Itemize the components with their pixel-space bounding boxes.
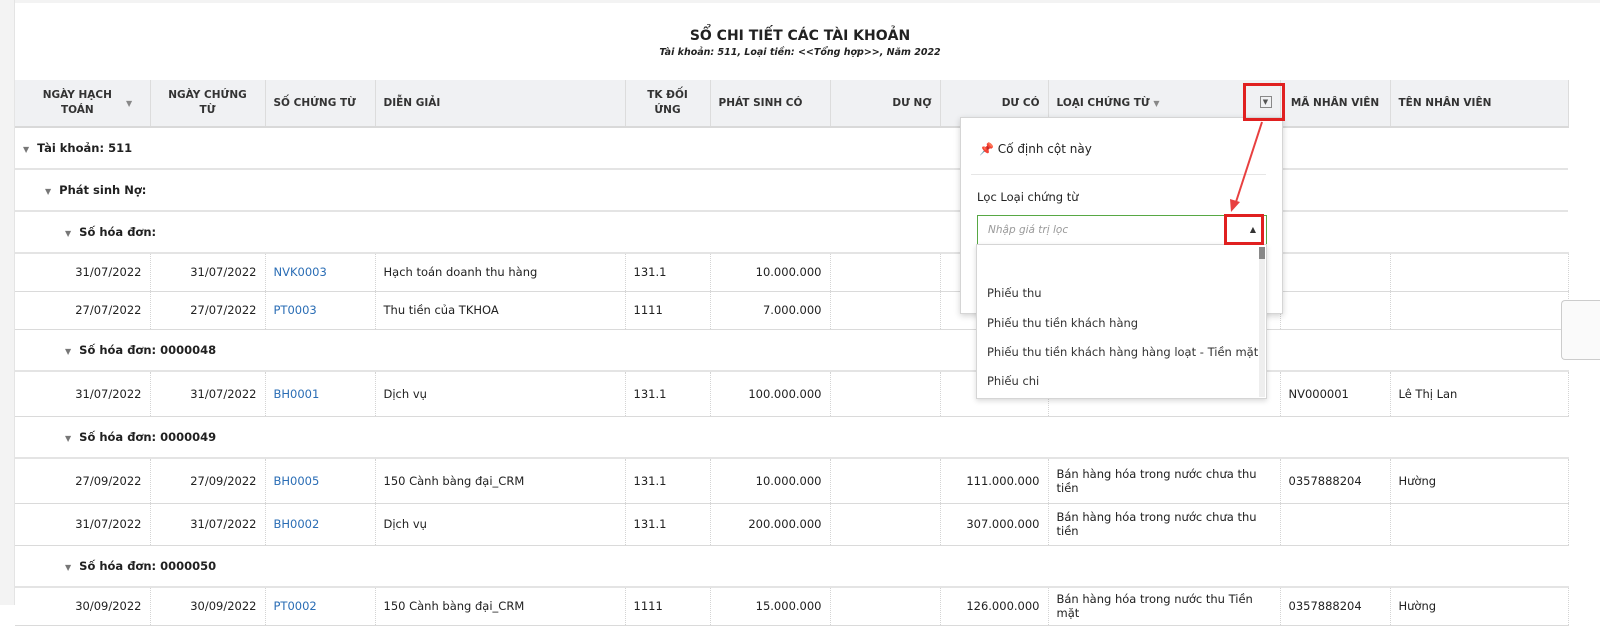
sort-icon[interactable]: ▼ bbox=[126, 99, 133, 108]
cell-so-ct[interactable]: PT0003 bbox=[265, 291, 376, 330]
cell-ngay-ct: 31/07/2022 bbox=[150, 371, 266, 417]
cell-du-no bbox=[830, 371, 941, 417]
cell-ma-nv bbox=[1280, 291, 1391, 330]
cell-ngay-ct: 31/07/2022 bbox=[150, 503, 266, 546]
cell-dien-giai: Dịch vụ bbox=[375, 371, 626, 417]
cell-so-ct[interactable]: NVK0003 bbox=[265, 253, 376, 292]
cell-loai: Bán hàng hóa trong nước chưa thu tiền bbox=[1048, 503, 1281, 546]
cell-du-no bbox=[830, 291, 941, 330]
cell-ngay-ct: 27/09/2022 bbox=[150, 458, 266, 504]
cell-tk: 131.1 bbox=[625, 253, 711, 292]
cell-du-no bbox=[830, 503, 941, 546]
option-phieu-thu-hang-loat[interactable]: Phiếu thu tiền khách hàng hàng loạt - Ti… bbox=[987, 345, 1259, 359]
cell-tk: 131.1 bbox=[625, 503, 711, 546]
cell-ngay-ht: 31/07/2022 bbox=[15, 503, 151, 546]
col-phat-sinh-co[interactable]: PHÁT SINH CÓ bbox=[710, 80, 831, 128]
group-row: ▼ Số hóa đơn: 0000050 bbox=[15, 545, 1568, 588]
cell-tk: 131.1 bbox=[625, 458, 711, 504]
cell-dien-giai: Thu tiền của TKHOA bbox=[375, 291, 626, 330]
cell-ten-nv bbox=[1390, 503, 1569, 546]
collapse-icon: ▼ bbox=[65, 433, 72, 443]
table-row: 31/07/2022 31/07/2022 BH0002 Dịch vụ 131.1 20… bbox=[15, 503, 1569, 546]
cell-ngay-ht: 27/07/2022 bbox=[15, 291, 151, 330]
cell-ten-nv bbox=[1390, 291, 1569, 330]
cell-so-ct[interactable]: BH0001 bbox=[265, 371, 376, 417]
col-ngay-chung-tu[interactable]: NGÀY CHỨNG TỪ bbox=[150, 80, 266, 128]
option-phieu-thu[interactable]: Phiếu thu bbox=[987, 286, 1042, 300]
col-du-no[interactable]: DƯ NỢ bbox=[830, 80, 941, 128]
cell-ma-nv bbox=[1280, 503, 1391, 546]
cell-ten-nv: Hường bbox=[1390, 458, 1569, 504]
cell-ngay-ht: 27/09/2022 bbox=[15, 458, 151, 504]
side-panel-tab[interactable] bbox=[1561, 300, 1600, 360]
cell-dien-giai: Dịch vụ bbox=[375, 503, 626, 546]
cell-loai: Bán hàng hóa trong nước chưa thu tiền bbox=[1048, 458, 1281, 504]
cell-ngay-ct: 27/07/2022 bbox=[150, 291, 266, 330]
filter-label: Lọc Loại chứng từ bbox=[977, 190, 1079, 204]
cell-ps-co: 10.000.000 bbox=[710, 253, 831, 292]
top-border bbox=[15, 0, 1600, 3]
collapse-icon: ▼ bbox=[23, 145, 30, 154]
cell-du-co: 111.000.000 bbox=[940, 458, 1049, 504]
cell-du-no bbox=[830, 253, 941, 292]
cell-ps-co: 200.000.000 bbox=[710, 503, 831, 546]
cell-ps-co: 7.000.000 bbox=[710, 291, 831, 330]
col-ma-nhan-vien[interactable]: MÃ NHÂN VIÊN bbox=[1280, 80, 1391, 128]
cell-dien-giai: Hạch toán doanh thu hàng bbox=[375, 253, 626, 292]
highlight-box-filter bbox=[1243, 83, 1285, 121]
cell-so-ct[interactable]: BH0002 bbox=[265, 503, 376, 546]
table-row: 27/07/2022 27/07/2022 PT0003 Thu tiền của T… bbox=[15, 291, 1569, 330]
cell-du-co: 307.000.000 bbox=[940, 503, 1049, 546]
sort-icon: ▼ bbox=[1153, 98, 1160, 108]
left-panel-edge bbox=[0, 0, 15, 605]
annotation-arrow bbox=[1230, 121, 1263, 212]
report-title: SỔ CHI TIẾT CÁC TÀI KHOẢN bbox=[689, 28, 911, 44]
col-tk-doi-ung[interactable]: TK ĐỐI ỨNG bbox=[625, 80, 711, 128]
collapse-icon: ▼ bbox=[65, 346, 72, 356]
column-filter-icon[interactable]: ▼ bbox=[1259, 95, 1272, 108]
cell-ps-co: 10.000.000 bbox=[710, 458, 831, 504]
col-ten-nhan-vien[interactable]: TÊN NHÂN VIÊN bbox=[1390, 80, 1569, 128]
cell-ps-co: 100.000.000 bbox=[710, 371, 831, 417]
pin-icon: 📌 bbox=[979, 142, 994, 156]
collapse-icon: ▼ bbox=[65, 229, 72, 238]
collapse-icon: ▼ bbox=[65, 562, 72, 572]
filter-options-list: Phiếu thu Phiếu thu tiền khách hàng Phiế… bbox=[976, 244, 1267, 399]
cell-ten-nv: Lê Thị Lan bbox=[1390, 371, 1569, 417]
cell-ngay-ht: 31/07/2022 bbox=[15, 371, 151, 417]
col-ngay-hach-toan[interactable]: NGÀY HẠCH TOÁN ▼ bbox=[15, 80, 151, 128]
cell-ma-nv bbox=[1280, 253, 1391, 292]
group-row: ▼ Số hóa đơn: 0000048 bbox=[15, 329, 1568, 372]
cell-dien-giai: 150 Cành bàng đại_CRM bbox=[375, 458, 626, 504]
pin-column-option[interactable]: 📌 Cố định cột này bbox=[979, 142, 1092, 156]
report-subtitle: Tài khoản: 511, Loại tiền: <<Tổng hợp>>,… bbox=[659, 47, 941, 58]
option-phieu-chi[interactable]: Phiếu chi bbox=[987, 374, 1040, 388]
cell-ma-nv: NV000001 bbox=[1280, 371, 1391, 417]
cell-ma-nv: 0357888204 bbox=[1280, 458, 1391, 504]
group-row: ▼ Số hóa đơn: 0000049 bbox=[15, 416, 1568, 459]
divider bbox=[971, 174, 1266, 175]
col-so-chung-tu[interactable]: SỐ CHỨNG TỪ bbox=[265, 80, 376, 128]
group-row: ▼ Tài khoản: 511 bbox=[15, 127, 1568, 170]
group-row: ▼ Số hóa đơn: bbox=[15, 211, 1568, 254]
option-phieu-thu-tien-kh[interactable]: Phiếu thu tiền khách hàng bbox=[987, 316, 1139, 330]
list-scrollbar[interactable] bbox=[1259, 247, 1265, 397]
dropdown-toggle-icon[interactable]: ▲ bbox=[1249, 225, 1256, 234]
cell-so-ct[interactable]: BH0005 bbox=[265, 458, 376, 504]
col-dien-giai[interactable]: DIỄN GIẢI bbox=[375, 80, 626, 128]
cell-tk: 1111 bbox=[625, 291, 711, 330]
cell-du-no bbox=[830, 458, 941, 504]
table-row: 27/09/2022 27/09/2022 BH0005 150 Cành bàng … bbox=[15, 458, 1569, 504]
cell-ten-nv bbox=[1390, 253, 1569, 292]
cell-tk: 131.1 bbox=[625, 371, 711, 417]
highlight-box-toggle bbox=[1224, 214, 1264, 245]
cell-ngay-ht: 31/07/2022 bbox=[15, 253, 151, 292]
cell-ngay-ct: 31/07/2022 bbox=[150, 253, 266, 292]
group-row: ▼ Phát sinh Nợ: bbox=[15, 169, 1568, 212]
collapse-icon: ▼ bbox=[45, 187, 52, 196]
table-row: 31/07/2022 31/07/2022 BH0001 Dịch vụ 131.1 10… bbox=[15, 371, 1569, 417]
